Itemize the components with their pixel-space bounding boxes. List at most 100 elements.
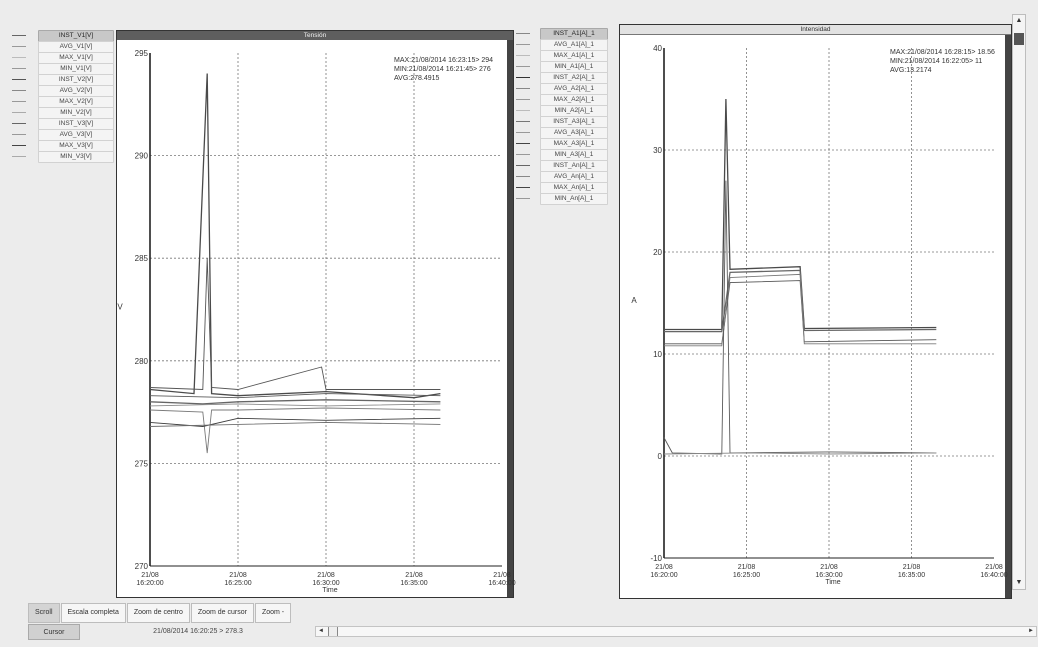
x-tick-time: 16:30:00 <box>312 580 339 587</box>
series-swatch <box>12 134 26 135</box>
legend-intensity: INST_A1[A]_1 AVG_A1[A]_1 MAX_A1[A]_1 MIN_A1… <box>516 28 624 205</box>
scrollbar-thumb[interactable] <box>328 627 338 636</box>
scrollbar-thumb[interactable] <box>1014 33 1024 45</box>
series-swatch <box>12 46 26 47</box>
y-tick-label: 285 <box>135 254 149 263</box>
legend-label: MIN_V3[V] <box>38 151 114 163</box>
stats-line: AVG:13.2174 <box>890 67 932 74</box>
series-swatch <box>516 77 530 78</box>
x-tick-date: 21/08 <box>985 564 1003 571</box>
stats-line: MIN:21/08/2014 16:22:05> 11 <box>890 58 982 65</box>
series-swatch <box>516 66 530 67</box>
series-swatch <box>516 154 530 155</box>
series-swatch <box>12 90 26 91</box>
vertical-scrollbar[interactable]: ▲ ▼ <box>1012 14 1026 590</box>
cursor-value: 21/08/2014 16:20:25 > 278.3 <box>153 628 243 635</box>
chart-frame <box>117 40 513 597</box>
x-tick-date: 21/08 <box>229 572 247 579</box>
series-line <box>149 393 441 399</box>
series-swatch <box>12 112 26 113</box>
legend-label: INST_V1[V] <box>38 30 114 42</box>
series-line <box>149 399 441 405</box>
chart-panel-tension: Tensión <box>116 30 514 598</box>
x-axis-label: Time <box>322 587 337 594</box>
series-line <box>663 180 937 455</box>
up-arrow-icon[interactable]: ▲ <box>1015 17 1023 24</box>
series-line <box>664 280 937 345</box>
series-line <box>663 452 937 455</box>
legend-item[interactable]: MIN_V3[V] <box>12 151 120 163</box>
x-tick-date: 21/08 <box>493 572 511 579</box>
zoom-out-button[interactable]: Zoom - <box>254 603 292 623</box>
x-tick-time: 16:40:00 <box>980 572 1007 579</box>
series-line <box>149 407 441 454</box>
full-scale-button[interactable]: Escala completa <box>60 603 126 623</box>
series-swatch <box>516 99 530 100</box>
chart-title-tension: Tensión <box>117 31 513 40</box>
series-swatch <box>12 68 26 69</box>
series-swatch <box>516 187 530 188</box>
zoom-cursor-button[interactable]: Zoom de cursor <box>190 603 254 623</box>
stats-line: AVG:278.4915 <box>394 75 440 82</box>
series-line <box>664 269 937 333</box>
y-tick-label: -10 <box>650 554 662 563</box>
series-line <box>664 98 937 331</box>
x-tick-time: 16:35:00 <box>898 572 925 579</box>
series-swatch <box>12 101 26 102</box>
x-axis-label: Time <box>825 579 840 586</box>
series-swatch <box>516 110 530 111</box>
series-swatch <box>12 156 26 157</box>
chart-title-intensity: Intensidad <box>620 25 1011 35</box>
x-tick-time: 16:20:00 <box>650 572 677 579</box>
zoom-center-button[interactable]: Zoom de centro <box>126 603 190 623</box>
chart-panel-intensity: Intensidad <box>619 24 1012 599</box>
left-arrow-icon[interactable]: ◄ <box>318 628 324 634</box>
series-swatch <box>516 132 530 133</box>
series-swatch <box>516 55 530 56</box>
x-tick-time: 16:30:00 <box>815 572 842 579</box>
series-swatch <box>516 165 530 166</box>
legend-label: MIN_An[A]_1 <box>540 193 608 205</box>
series-line <box>149 403 441 407</box>
series-swatch <box>516 176 530 177</box>
legend-item[interactable]: MIN_An[A]_1 <box>516 193 624 205</box>
legend-tension: INST_V1[V] AVG_V1[V] MAX_V1[V] MIN_V1[V] INS… <box>12 30 120 163</box>
x-tick-time: 16:35:00 <box>400 580 427 587</box>
x-tick-time: 16:20:00 <box>136 580 163 587</box>
x-tick-date: 21/08 <box>405 572 423 579</box>
series-swatch <box>516 33 530 34</box>
series-swatch <box>516 121 530 122</box>
x-tick-date: 21/08 <box>738 564 756 571</box>
y-tick-label: 290 <box>135 152 149 161</box>
x-tick-date: 21/08 <box>141 572 159 579</box>
y-axis-label: A <box>631 296 637 305</box>
y-tick-label: 295 <box>135 49 149 58</box>
chart-frame <box>620 35 1011 598</box>
down-arrow-icon[interactable]: ▼ <box>1015 579 1023 586</box>
y-tick-label: 280 <box>135 357 149 366</box>
series-line <box>149 417 441 427</box>
y-tick-label: 275 <box>135 459 149 468</box>
y-tick-label: 20 <box>653 248 662 257</box>
series-swatch <box>12 35 26 36</box>
series-line <box>149 421 441 427</box>
series-swatch <box>516 198 530 199</box>
legend-item[interactable]: MIN_A3[A]_1 <box>516 149 624 161</box>
x-tick-time: 16:40:00 <box>488 580 515 587</box>
legend-item[interactable]: INST_V1[V] <box>12 30 120 42</box>
x-tick-date: 21/08 <box>655 564 673 571</box>
y-axis-label: V <box>117 303 123 312</box>
series-line <box>149 258 441 390</box>
y-tick-label: 270 <box>135 562 149 571</box>
stats-line: MAX:21/08/2014 16:28:15> 18.56 <box>890 49 995 56</box>
zoom-toolbar: Scroll Escala completa Zoom de centro Zo… <box>28 603 292 623</box>
stats-line: MIN:21/08/2014 16:21:45> 276 <box>394 66 491 73</box>
right-arrow-icon[interactable]: ► <box>1028 628 1034 634</box>
series-swatch <box>12 79 26 80</box>
scroll-button[interactable]: Scroll <box>28 603 60 623</box>
stats-line: MAX:21/08/2014 16:23:15> 294 <box>394 57 493 64</box>
series-line <box>149 73 441 399</box>
horizontal-scrollbar[interactable]: ◄ ► <box>315 626 1037 637</box>
cursor-status-bar: Cursor 21/08/2014 16:20:25 > 278.3 ◄ ► <box>28 624 1038 640</box>
